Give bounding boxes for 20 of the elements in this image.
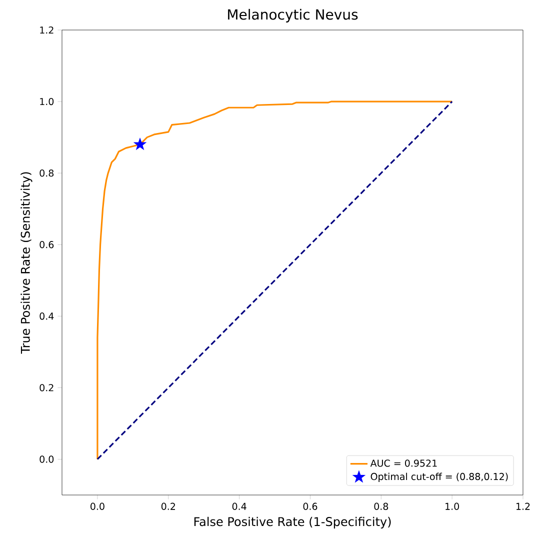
y-tick-label: 0.6 [40,241,54,248]
legend-label: Optimal cut-off = (0.88,0.12) [370,472,508,482]
y-tick-label: 0.4 [40,312,54,320]
legend-label: AUC = 0.9521 [370,460,437,467]
y-tick-label: 1.2 [40,26,54,34]
y-tick-label: 0.2 [40,384,54,392]
x-tick-label: 0.8 [374,502,388,510]
y-axis-title: True Positive Rate (Sensitivity) [20,172,32,354]
line-series [96,100,453,460]
chart-title: Melanocytic Nevus [228,8,358,22]
x-tick-label: 0.4 [232,502,246,510]
x-tick-label: 0.6 [303,502,318,510]
y-tick-label: 0.8 [40,169,54,177]
x-axis-title: False Positive Rate (1-Specificity) [194,516,391,528]
x-tick-label: 1.2 [516,502,530,510]
y-tick-label: 0.0 [40,456,54,463]
y-tick-label: 1.0 [40,98,54,106]
x-tick-label: 1.0 [446,502,459,510]
x-tick-label: 0.2 [161,502,175,510]
x-tick-label: 0.0 [90,502,104,510]
